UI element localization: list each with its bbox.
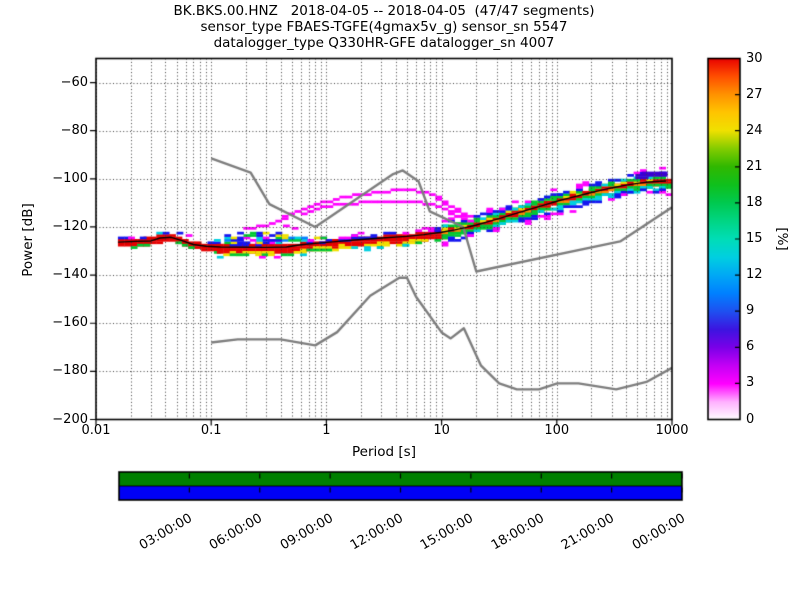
colorbar-tick-label: 15 <box>746 231 763 246</box>
time-tick-label: 12:00:00 <box>347 511 406 554</box>
time-tick-label: 03:00:00 <box>136 511 195 554</box>
x-axis-label: Period [s] <box>352 444 416 460</box>
colorbar <box>708 58 740 420</box>
time-tick-label: 09:00:00 <box>277 511 336 554</box>
y-tick-label: −180 <box>52 363 88 379</box>
figure-title-line1: BK.BKS.00.HNZ 2018-04-05 -- 2018-04-05 (… <box>173 3 595 19</box>
time-tick-label: 21:00:00 <box>559 511 618 554</box>
time-tick-label: 15:00:00 <box>418 511 477 554</box>
colorbar-tick-label: 12 <box>746 267 763 283</box>
time-tick-label: 00:00:00 <box>629 511 688 554</box>
y-tick-label: −200 <box>52 411 88 427</box>
x-tick-label: 0.1 <box>200 423 222 438</box>
colorbar-tick-label: 27 <box>746 86 763 102</box>
colorbar-tick-label: 18 <box>746 194 763 210</box>
colorbar-tick-label: 9 <box>746 303 755 319</box>
colorbar-tick-label: 6 <box>746 339 755 355</box>
time-tick-label: 06:00:00 <box>207 511 266 554</box>
x-tick-label: 1000 <box>655 423 689 438</box>
colorbar-tick-label: 0 <box>746 411 755 427</box>
timeline-row-top <box>119 472 682 486</box>
y-tick-label: −160 <box>52 315 88 331</box>
y-tick-label: −100 <box>52 170 88 186</box>
y-tick-label: −120 <box>52 218 88 234</box>
y-tick-label: −60 <box>60 74 88 90</box>
y-tick-label: −140 <box>52 267 88 283</box>
figure-title-line2: sensor_type FBAES-TGFE(4gmax5v_g) sensor… <box>200 19 568 35</box>
x-tick-label: 100 <box>544 423 570 438</box>
figure-title-line3: datalogger_type Q330HR-GFE datalogger_sn… <box>213 35 555 51</box>
y-tick-label: −80 <box>60 122 88 138</box>
x-tick-label: 10 <box>433 423 450 438</box>
colorbar-tick-label: 21 <box>746 158 763 174</box>
colorbar-tick-label: 24 <box>746 122 763 138</box>
timeline-row-bottom <box>119 486 682 500</box>
colorbar-tick-label: 30 <box>746 50 763 66</box>
colorbar-label: [%] <box>774 227 790 251</box>
colorbar-tick-label: 3 <box>746 375 755 391</box>
x-tick-label: 1 <box>322 423 331 438</box>
time-tick-label: 18:00:00 <box>488 511 547 554</box>
